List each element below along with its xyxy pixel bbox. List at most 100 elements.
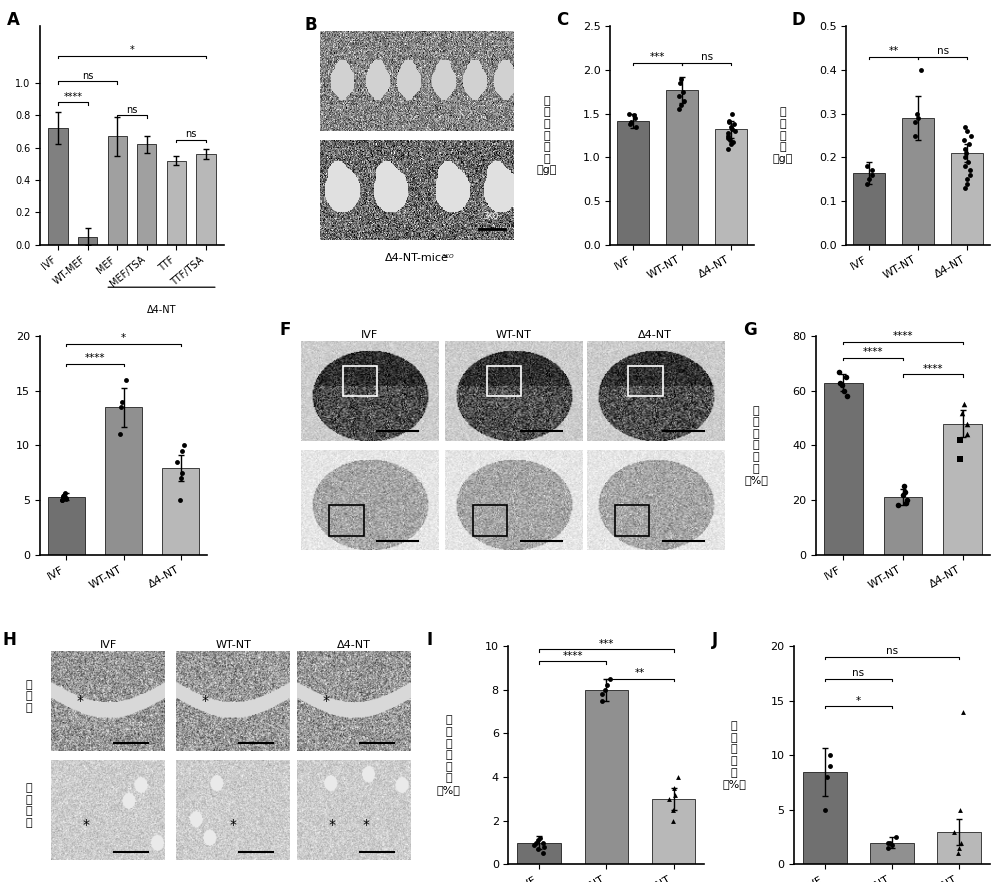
Point <box>946 825 962 839</box>
Point <box>594 693 610 707</box>
Bar <box>937 832 981 864</box>
Point <box>957 181 973 195</box>
Point <box>671 89 687 103</box>
Point <box>952 433 968 447</box>
Bar <box>853 173 885 244</box>
Point <box>54 493 70 507</box>
Point <box>959 124 975 138</box>
Point <box>724 107 740 121</box>
Bar <box>884 497 922 555</box>
Point <box>859 159 875 173</box>
Bar <box>108 137 127 244</box>
Text: G: G <box>743 321 757 339</box>
Point <box>957 142 973 156</box>
Bar <box>666 90 698 244</box>
Point <box>602 672 618 686</box>
Point <box>621 107 637 121</box>
Point <box>720 129 736 143</box>
Point <box>884 838 900 852</box>
Point <box>623 116 639 130</box>
Point <box>670 770 686 784</box>
Point <box>954 406 970 420</box>
Bar <box>162 468 199 555</box>
Point <box>622 117 638 131</box>
Point <box>859 176 875 191</box>
Bar <box>585 690 628 864</box>
Y-axis label: 滋
养
层
面
积
比
（%）: 滋 养 层 面 积 比 （%） <box>744 406 768 485</box>
Point <box>665 814 681 828</box>
Point <box>599 678 615 692</box>
Point <box>57 486 73 500</box>
Point <box>864 163 880 177</box>
Point <box>173 471 189 485</box>
Point <box>817 803 833 817</box>
Point <box>953 835 969 849</box>
Text: A: A <box>7 11 20 29</box>
Point <box>839 389 855 403</box>
Point <box>661 792 677 806</box>
Y-axis label: 胎
盘
重
量
（g）: 胎 盘 重 量 （g） <box>773 108 793 164</box>
Text: ***: *** <box>599 639 614 649</box>
Point <box>959 176 975 191</box>
Point <box>960 154 976 168</box>
Point <box>626 108 642 123</box>
Text: ***: *** <box>650 52 665 63</box>
Text: ****: **** <box>893 331 913 341</box>
Point <box>951 841 967 855</box>
Point <box>952 452 968 466</box>
Point <box>890 498 906 512</box>
Bar <box>167 161 186 244</box>
Point <box>882 835 898 849</box>
Point <box>722 133 738 147</box>
Point <box>172 493 188 507</box>
Point <box>56 490 72 505</box>
Bar <box>803 772 847 864</box>
Bar <box>824 383 863 555</box>
Point <box>822 759 838 774</box>
Bar <box>48 128 68 244</box>
Point <box>55 490 71 504</box>
Point <box>720 126 736 140</box>
Text: I: I <box>426 631 432 649</box>
Bar <box>78 236 97 244</box>
Point <box>819 770 835 784</box>
Point <box>956 133 972 147</box>
Point <box>957 120 973 134</box>
Point <box>959 416 975 430</box>
Point <box>726 117 742 131</box>
Point <box>727 124 743 138</box>
Bar <box>951 153 983 244</box>
Point <box>959 172 975 186</box>
Bar <box>48 497 85 555</box>
Bar <box>196 154 216 244</box>
Point <box>58 492 74 506</box>
Bar <box>902 118 934 244</box>
Point <box>831 365 847 379</box>
Text: D: D <box>792 11 806 29</box>
Point <box>118 373 134 387</box>
Point <box>955 705 971 719</box>
Point <box>535 835 551 849</box>
Text: ns: ns <box>701 52 713 63</box>
Point <box>627 111 643 125</box>
Point <box>888 830 904 844</box>
Point <box>957 159 973 173</box>
Point <box>672 76 688 90</box>
Point <box>597 683 613 697</box>
Point <box>174 466 190 480</box>
Point <box>834 378 850 392</box>
Text: ns: ns <box>126 105 138 115</box>
Point <box>169 455 185 469</box>
Bar <box>652 799 695 864</box>
Bar <box>137 145 156 244</box>
Bar <box>870 842 914 864</box>
Point <box>720 131 736 146</box>
Point <box>962 163 978 177</box>
Text: *: * <box>856 696 861 706</box>
Text: F: F <box>280 321 291 339</box>
Point <box>897 485 913 499</box>
Point <box>671 102 687 116</box>
Point <box>723 138 739 152</box>
Point <box>665 803 681 817</box>
Text: ****: **** <box>923 364 943 374</box>
